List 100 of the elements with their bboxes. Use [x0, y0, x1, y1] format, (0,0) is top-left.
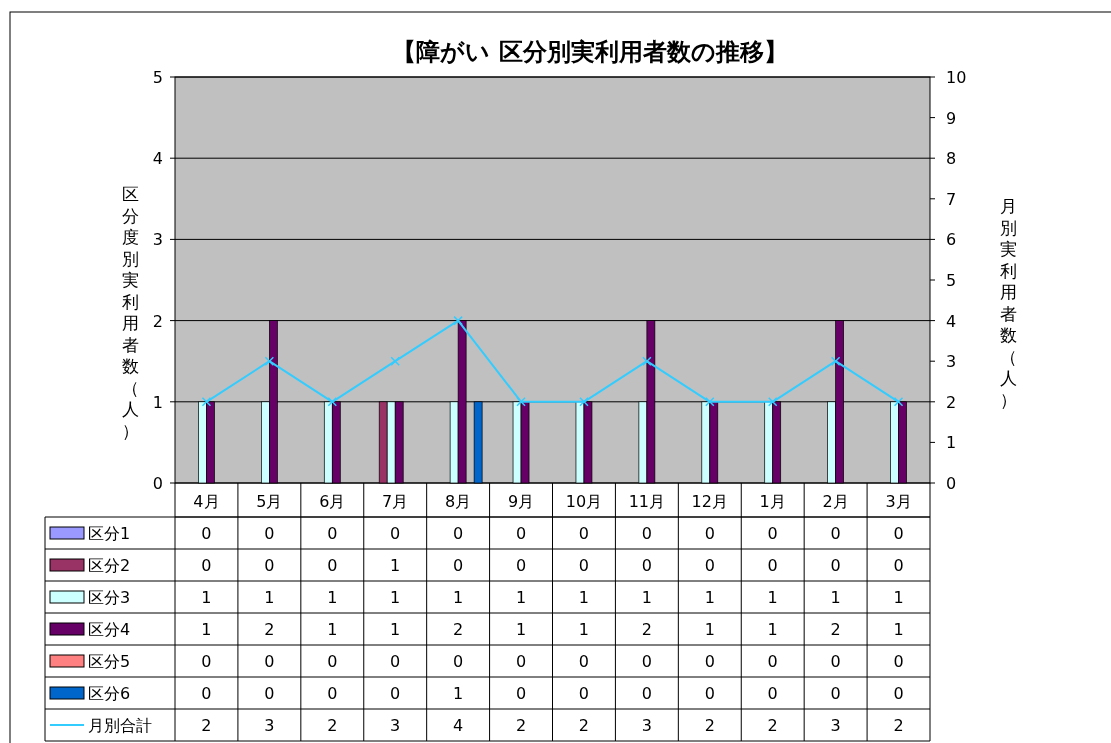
x-tick-label: 1月 [759, 492, 786, 511]
x-tick-label: 3月 [885, 492, 912, 511]
data-label: 1 [515, 588, 527, 607]
data-label: 1 [453, 588, 464, 607]
point [579, 397, 589, 407]
data-label: 1 [390, 588, 401, 607]
x-tick-label: 6月 [319, 492, 346, 511]
x-tick-label: 11月 [628, 492, 666, 511]
y2-tick-label: 0 [946, 474, 957, 493]
data-label: 1 [704, 620, 715, 639]
point [767, 397, 778, 407]
data-label: 0 [767, 684, 778, 703]
data-label: 2 [264, 620, 275, 639]
data-label: 1 [264, 588, 275, 607]
data-label: 0 [578, 556, 590, 575]
data-label: 0 [767, 524, 778, 543]
data-label: 0 [704, 556, 715, 575]
data-label: 1 [578, 620, 590, 639]
point [327, 397, 338, 407]
data-label: 1 [830, 588, 841, 607]
point [201, 397, 212, 407]
y2-tick-label: 6 [946, 230, 957, 250]
point [390, 356, 400, 366]
data-label: 0 [264, 524, 275, 543]
data-label: 0 [327, 652, 338, 671]
data-label: 1 [767, 620, 778, 639]
point [642, 356, 652, 366]
point [893, 397, 904, 407]
legend-label: 区分5 [88, 652, 131, 671]
data-label: 0 [704, 652, 715, 671]
data-label: 0 [578, 652, 590, 671]
data-label: 1 [641, 588, 652, 607]
data-label: 0 [641, 684, 652, 703]
data-label: 0 [641, 524, 652, 543]
x-tick-label: 2月 [822, 492, 849, 511]
data-label: 0 [201, 684, 212, 703]
legend-label: 区分4 [88, 620, 131, 639]
point [830, 356, 841, 366]
y2-tick-label: 4 [946, 311, 957, 331]
y2-tick-label: 5 [946, 271, 957, 290]
data-label: 0 [515, 684, 527, 703]
data-label: 0 [264, 684, 275, 703]
data-label: 2 [767, 716, 778, 735]
data-label: 1 [578, 588, 590, 607]
data-label: 2 [453, 620, 464, 639]
y-tick-label: 1 [152, 392, 163, 412]
legend-label: 区分6 [88, 684, 131, 703]
data-label: 2 [893, 716, 904, 735]
data-label: 0 [264, 652, 275, 671]
data-label: 0 [830, 652, 841, 671]
data-label: 0 [767, 652, 778, 671]
data-label: 0 [641, 556, 652, 575]
data-label: 0 [704, 524, 715, 543]
data-label: 0 [893, 556, 904, 575]
y2-tick-label: 10 [946, 68, 967, 87]
x-tick-label: 10月 [565, 492, 603, 511]
data-label: 0 [327, 556, 338, 575]
y-tick-label: 0 [152, 474, 163, 493]
point [264, 356, 275, 366]
data-label: 1 [201, 588, 212, 607]
x-tick-label: 8月 [445, 492, 472, 511]
data-label: 1 [327, 588, 338, 607]
data-label: 0 [893, 684, 904, 703]
chart-title: 【障がい 区分別実利用者数の推移】 [392, 38, 788, 66]
data-label: 3 [390, 716, 401, 735]
data-label: 0 [390, 524, 401, 543]
data-label: 4 [453, 716, 464, 735]
data-label: 0 [201, 524, 212, 543]
point [453, 315, 463, 326]
data-label: 0 [830, 684, 841, 703]
data-label: 0 [201, 556, 212, 575]
data-label: 0 [515, 524, 527, 543]
data-label: 1 [390, 556, 401, 575]
x-tick-label: 12月 [691, 492, 728, 511]
data-label: 0 [767, 556, 778, 575]
data-label: 1 [515, 620, 527, 639]
data-label: 2 [327, 716, 338, 735]
data-label: 1 [453, 684, 464, 703]
data-label: 1 [201, 620, 212, 639]
y-tick-label: 2 [152, 311, 163, 331]
y2-tick-label: 8 [946, 149, 957, 169]
y-tick-label: 5 [152, 68, 163, 87]
data-label: 0 [893, 652, 904, 671]
data-label: 2 [515, 716, 527, 735]
legend-label: 月別合計 [88, 716, 152, 735]
data-label: 0 [327, 524, 338, 543]
data-label: 0 [578, 524, 590, 543]
x-tick-label: 7月 [382, 492, 409, 511]
data-label: 0 [641, 652, 652, 671]
data-label: 2 [201, 716, 212, 735]
data-label: 3 [641, 716, 652, 735]
data-label: 2 [578, 716, 590, 735]
data-label: 0 [515, 652, 527, 671]
data-label: 0 [201, 652, 212, 671]
data-label: 0 [578, 684, 590, 703]
data-label: 0 [453, 652, 464, 671]
data-label: 0 [264, 556, 275, 575]
data-label: 0 [390, 652, 401, 671]
point [705, 397, 715, 407]
legend-label: 区分2 [88, 556, 131, 575]
